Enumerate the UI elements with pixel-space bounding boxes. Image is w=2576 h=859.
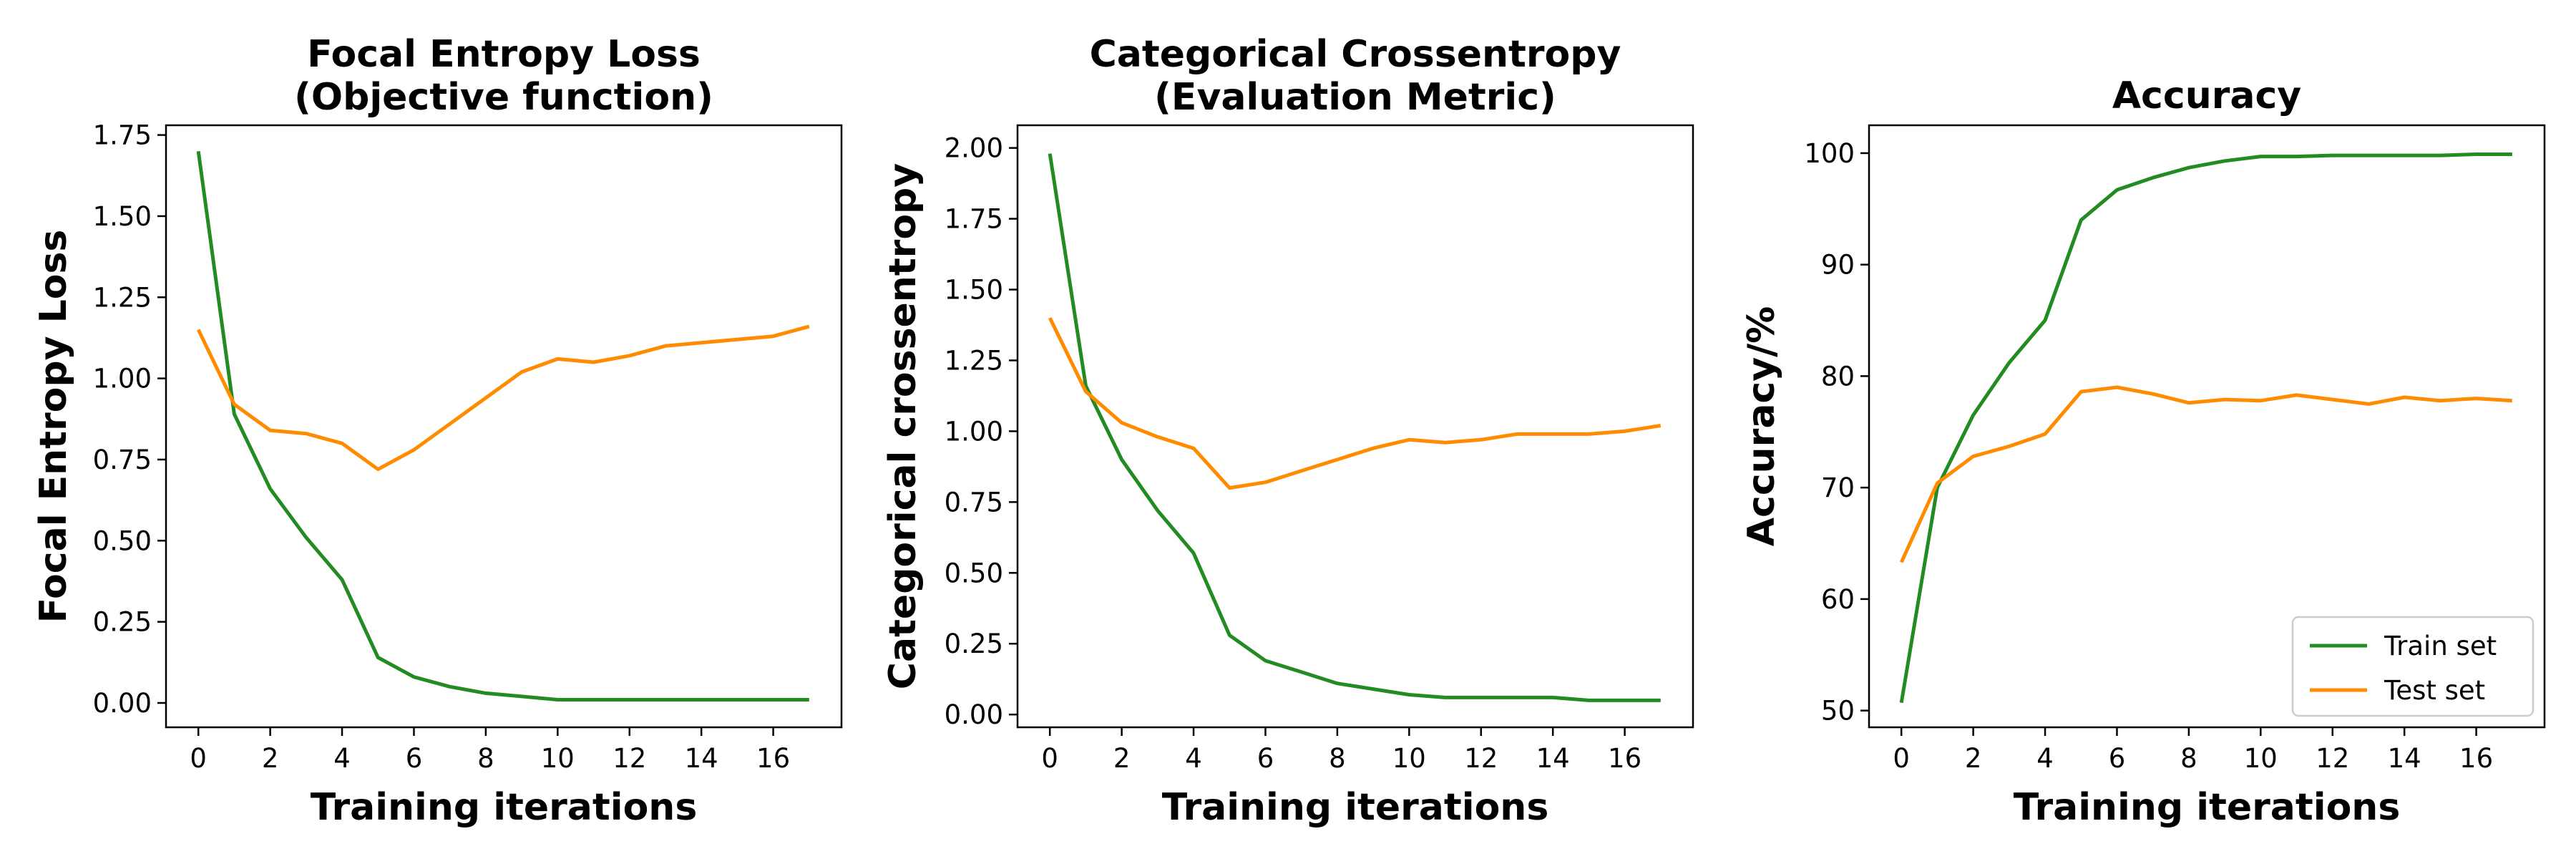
y-tick-label: 80: [1821, 361, 1855, 392]
chart-title: (Evaluation Metric): [1154, 76, 1556, 119]
series-line-train: [1048, 153, 1661, 702]
series-line-test: [196, 324, 810, 472]
x-tick-label: 16: [1608, 743, 1641, 774]
x-tick-label: 8: [2180, 743, 2197, 774]
axes-frame: [165, 124, 843, 729]
y-tick-label: 1.75: [93, 120, 152, 151]
legend: Train set Test set: [2291, 616, 2534, 717]
x-tick-label: 14: [1536, 743, 1570, 774]
y-tick-label: 1.25: [945, 345, 1003, 376]
y-tick-label: 0.25: [93, 607, 152, 638]
x-tick-label: 14: [2388, 743, 2421, 774]
y-tick-label: 1.50: [93, 201, 152, 232]
x-tick-label: 2: [262, 743, 279, 774]
x-tick-label: 6: [2109, 743, 2126, 774]
y-tick-label: 0.50: [945, 558, 1003, 588]
x-tick-label: 12: [1464, 743, 1498, 774]
y-tick-label: 50: [1821, 696, 1855, 727]
x-tick-label: 0: [1893, 743, 1910, 774]
x-tick-label: 4: [2036, 743, 2054, 774]
y-tick-label: 0.25: [945, 629, 1003, 659]
x-tick-label: 10: [1392, 743, 1426, 774]
series-line-test: [1048, 317, 1662, 490]
x-tick-label: 8: [477, 743, 494, 774]
x-axis-label: Training iterations: [2014, 786, 2401, 829]
axes-frame: [1868, 124, 2546, 729]
y-axis-label: Categorical crossentropy: [882, 163, 924, 689]
series-line-test: [1899, 385, 2512, 563]
chart-title: Focal Entropy Loss: [307, 33, 701, 76]
y-axis-label: Accuracy/%: [1740, 306, 1783, 546]
y-tick-label: 90: [1821, 250, 1855, 281]
legend-label: Train set: [2384, 631, 2497, 661]
chart-panel-3: Accuracy 0 2 4 6 8 10 12 14 16 50 60 70 80 90 100 Traini…: [1740, 74, 2546, 829]
x-tick-label: 10: [541, 743, 575, 774]
x-tick-label: 2: [1113, 743, 1131, 774]
x-tick-label: 12: [613, 743, 646, 774]
axes-frame: [1016, 124, 1694, 729]
x-tick-label: 4: [1185, 743, 1202, 774]
y-tick-label: 70: [1821, 472, 1855, 503]
x-tick-label: 6: [1257, 743, 1274, 774]
legend-label: Test set: [2384, 675, 2485, 706]
y-tick-label: 1.00: [93, 364, 152, 394]
x-tick-label: 2: [1965, 743, 1982, 774]
chart-panel-1: Focal Entropy Loss(Objective function)0 2…: [32, 33, 843, 829]
y-tick-label: 1.00: [945, 416, 1003, 447]
y-tick-label: 60: [1821, 584, 1855, 615]
x-tick-label: 0: [190, 743, 207, 774]
x-tick-label: 16: [756, 743, 790, 774]
y-tick-label: 0.75: [945, 487, 1003, 518]
series-line-train: [1899, 152, 2512, 704]
y-tick-label: 0.00: [93, 688, 152, 719]
x-tick-label: 0: [1041, 743, 1058, 774]
y-tick-label: 2.00: [945, 133, 1003, 164]
y-tick-label: 0.50: [93, 525, 152, 556]
y-tick-label: 100: [1804, 138, 1855, 169]
y-axis-label: Focal Entropy Loss: [32, 230, 75, 623]
x-axis-label: Training iterations: [1162, 786, 1549, 829]
series-line-train: [196, 150, 809, 702]
chart-title: Accuracy: [2112, 74, 2301, 117]
y-tick-label: 1.25: [93, 282, 152, 313]
y-tick-label: 1.50: [945, 275, 1003, 306]
y-tick-label: 0.00: [945, 699, 1003, 730]
x-tick-label: 6: [406, 743, 423, 774]
y-tick-label: 0.75: [93, 445, 152, 475]
x-tick-label: 8: [1329, 743, 1346, 774]
x-tick-label: 4: [333, 743, 351, 774]
x-tick-label: 10: [2244, 743, 2278, 774]
x-tick-label: 16: [2459, 743, 2493, 774]
y-tick-label: 1.75: [945, 204, 1003, 235]
chart-title: (Objective function): [294, 76, 713, 119]
chart-title: Categorical Crossentropy: [1090, 33, 1621, 76]
chart-panel-2: Categorical Crossentropy(Evaluation Metr…: [882, 33, 1694, 829]
x-axis-label: Training iterations: [311, 786, 698, 829]
x-tick-label: 12: [2316, 743, 2349, 774]
x-tick-label: 14: [685, 743, 718, 774]
